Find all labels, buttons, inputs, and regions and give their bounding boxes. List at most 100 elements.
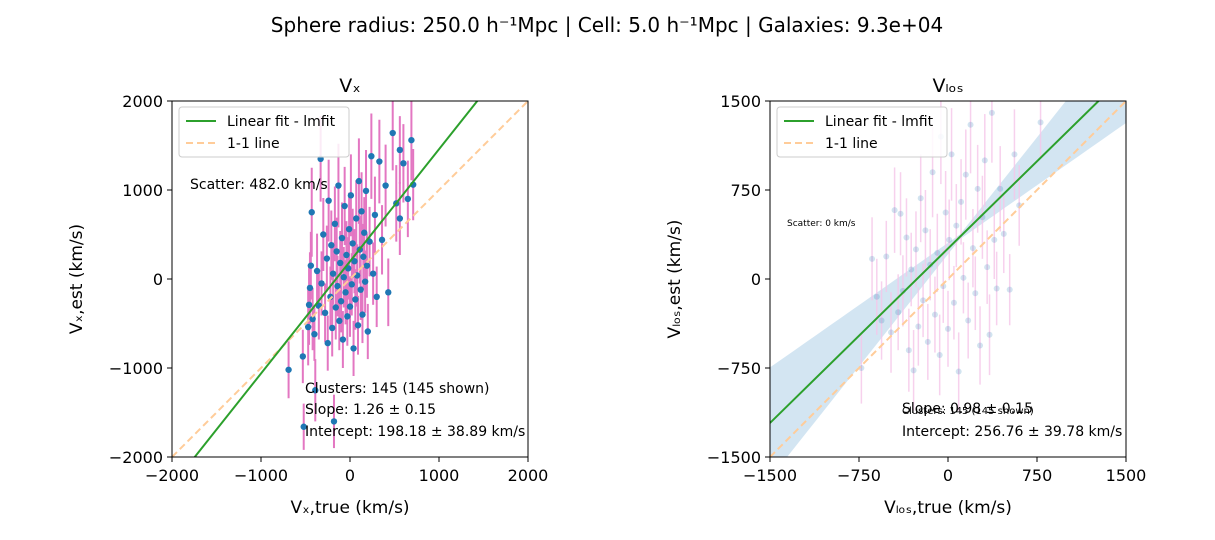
axis-ticks: −1500 −750 0 750 1500 −1500 −750 0 750 1500 bbox=[707, 92, 1146, 485]
data-point bbox=[924, 338, 931, 345]
data-point bbox=[958, 198, 965, 205]
data-point bbox=[338, 234, 346, 242]
data-point bbox=[321, 309, 329, 317]
data-point bbox=[305, 301, 313, 309]
data-point bbox=[897, 210, 904, 217]
data-point bbox=[341, 202, 348, 210]
clusters-annotation: Clusters: 145 (145 shown) bbox=[902, 406, 1034, 417]
scatter-annotation: Scatter: 482.0 km/s bbox=[190, 177, 328, 193]
data-point bbox=[967, 121, 974, 128]
axis-ticks: −2000 −1000 0 1000 2000 −2000 −1000 0 1000 2000 bbox=[109, 92, 548, 485]
x-tick-label: −1500 bbox=[743, 466, 797, 485]
y-tick-label: −2000 bbox=[109, 448, 163, 467]
data-point bbox=[358, 208, 365, 215]
data-point bbox=[325, 197, 332, 204]
data-point bbox=[337, 259, 344, 267]
data-point bbox=[917, 195, 924, 202]
data-point bbox=[988, 109, 995, 116]
data-point bbox=[891, 207, 898, 214]
data-point bbox=[345, 225, 353, 233]
data-point bbox=[347, 192, 355, 199]
one-to-one-line bbox=[172, 101, 528, 457]
data-point bbox=[330, 418, 338, 425]
chart-title: Vₗₒₛ bbox=[932, 75, 963, 97]
data-point bbox=[385, 289, 392, 296]
data-point bbox=[340, 274, 347, 281]
y-tick-label: 1000 bbox=[122, 181, 163, 200]
data-point bbox=[346, 303, 354, 310]
data-point bbox=[299, 353, 307, 360]
x-tick-label: 0 bbox=[345, 466, 355, 485]
legend-box bbox=[178, 106, 350, 158]
x-tick-label: 1500 bbox=[1106, 466, 1147, 485]
data-point bbox=[332, 304, 339, 311]
data-point bbox=[342, 289, 349, 296]
data-point bbox=[953, 222, 960, 229]
data-point bbox=[324, 339, 331, 347]
data-point bbox=[311, 330, 318, 338]
data-point bbox=[323, 255, 331, 262]
data-point bbox=[285, 366, 292, 373]
scatter-annotation: Scatter: 0 km/s bbox=[787, 219, 856, 229]
clusters-annotation: Clusters: 145 (145 shown) bbox=[305, 381, 489, 397]
legend-entry-fit: Linear fit - lmfit bbox=[227, 114, 336, 130]
x-tick-label: −2000 bbox=[145, 466, 199, 485]
data-point bbox=[920, 297, 927, 304]
x-tick-label: −1000 bbox=[234, 466, 288, 485]
x-tick-label: 2000 bbox=[508, 466, 549, 485]
data-point bbox=[320, 231, 327, 238]
data-point bbox=[329, 324, 336, 332]
data-point bbox=[344, 313, 351, 320]
data-point bbox=[869, 255, 876, 262]
data-point bbox=[312, 387, 319, 394]
data-point bbox=[993, 285, 1000, 292]
data-point bbox=[351, 258, 358, 265]
data-point bbox=[969, 245, 976, 252]
data-point bbox=[364, 328, 371, 335]
data-point bbox=[378, 236, 386, 244]
intercept-annotation: Intercept: 198.18 ± 38.89 km/s bbox=[305, 424, 525, 440]
data-point bbox=[986, 331, 993, 338]
data-point bbox=[1006, 286, 1013, 293]
x-tick-label: 750 bbox=[1022, 466, 1053, 485]
data-point bbox=[912, 246, 919, 253]
y-tick-label: 0 bbox=[153, 270, 163, 289]
y-tick-label: −1500 bbox=[707, 448, 761, 467]
data-point bbox=[977, 342, 984, 349]
data-point bbox=[955, 368, 962, 375]
data-point bbox=[360, 253, 367, 260]
chart-title: Vₓ bbox=[339, 75, 360, 97]
data-point bbox=[404, 195, 412, 203]
legend-entry-one-to-one: 1-1 line bbox=[227, 136, 280, 152]
data-point bbox=[984, 264, 991, 271]
data-point bbox=[873, 293, 880, 300]
data-point bbox=[313, 267, 321, 275]
legend-entry-one-to-one: 1-1 line bbox=[825, 136, 878, 152]
data-point bbox=[922, 227, 929, 234]
legend: Linear fit - lmfit 1-1 line bbox=[776, 106, 948, 158]
data-point bbox=[991, 236, 998, 243]
data-point bbox=[908, 266, 915, 273]
data-point bbox=[400, 160, 407, 167]
data-point bbox=[309, 315, 316, 323]
data-point bbox=[300, 423, 307, 430]
data-point bbox=[1011, 151, 1018, 158]
data-point bbox=[396, 146, 404, 154]
y-axis-label: Vₗₒₛ,est (km/s) bbox=[665, 220, 685, 339]
slope-annotation: Slope: 1.26 ± 0.15 bbox=[305, 402, 436, 418]
data-point bbox=[960, 274, 967, 281]
data-point bbox=[974, 185, 981, 192]
data-point bbox=[337, 298, 345, 305]
data-point bbox=[1000, 230, 1007, 237]
y-tick-label: 0 bbox=[751, 270, 761, 289]
data-point bbox=[362, 187, 370, 195]
data-point bbox=[355, 177, 363, 185]
x-axis-label: Vₓ,true (km/s) bbox=[290, 498, 409, 518]
data-point bbox=[948, 151, 955, 158]
legend: Linear fit - lmfit 1-1 line bbox=[178, 106, 350, 158]
data-point bbox=[354, 322, 362, 329]
data-point bbox=[339, 336, 347, 343]
data-point bbox=[929, 169, 936, 176]
data-point bbox=[408, 136, 415, 144]
